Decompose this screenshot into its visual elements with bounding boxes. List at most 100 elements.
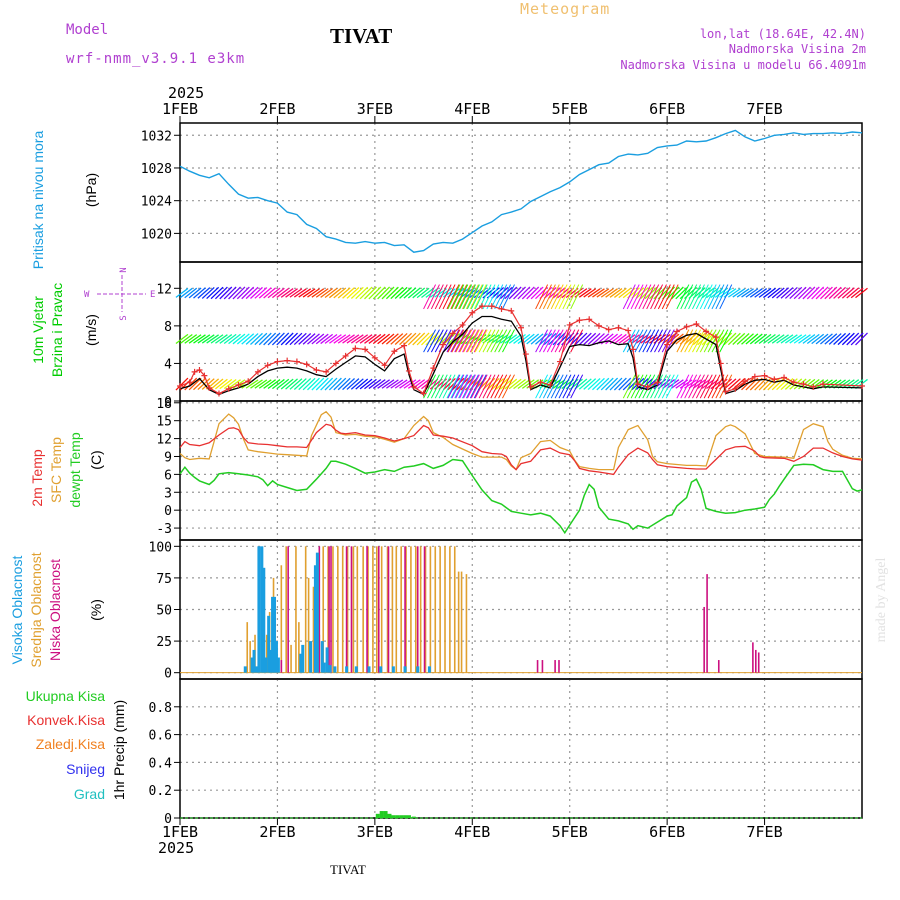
wind-barb	[828, 333, 842, 345]
high-cloud-bar	[250, 657, 254, 673]
wind-hatch	[719, 374, 733, 399]
wind-hatch	[423, 329, 437, 353]
wind-hatch	[465, 329, 479, 353]
wind-barb	[670, 286, 684, 300]
wind-barb	[197, 287, 211, 299]
wind-barb	[228, 333, 241, 345]
wind-hatch	[546, 374, 560, 399]
wind-hatch	[539, 329, 552, 353]
wind-barb	[684, 333, 697, 345]
wind-barb	[355, 334, 369, 344]
y-tick-label: 8	[164, 320, 172, 335]
wind-barb	[561, 287, 575, 299]
wind-hatch	[699, 284, 713, 310]
y-tick-label: 0	[164, 504, 172, 519]
wind-barb	[241, 333, 255, 345]
wind-barb	[359, 286, 373, 300]
wind-barb	[596, 288, 610, 298]
wind-barb	[346, 287, 360, 299]
wind-barb	[421, 287, 434, 299]
wind-barb	[789, 378, 803, 390]
wind-barb	[337, 334, 351, 344]
wind-barb	[184, 287, 198, 299]
mid-cloud-bar	[457, 571, 460, 673]
wind-barb	[609, 377, 623, 391]
wind-barb	[425, 332, 439, 346]
wind-hatch	[535, 374, 549, 399]
high-cloud-bar	[309, 641, 313, 673]
wind-hatch	[646, 284, 660, 310]
mid-cloud-bar	[327, 546, 329, 673]
mid-cloud-ylabel: Srednja Oblacnost	[28, 552, 44, 667]
wind-hatch	[562, 284, 576, 310]
wind-hatch	[438, 284, 452, 310]
mid-cloud-bar	[307, 577, 310, 673]
x-tick-label-top: 5FEB	[552, 100, 588, 118]
wind-barb	[763, 334, 776, 344]
wind-barb	[771, 334, 785, 344]
year-label-bottom: 2025	[158, 839, 194, 857]
wind-hatch	[711, 284, 725, 310]
mid-cloud-bar	[346, 546, 349, 673]
wind-hatch	[684, 284, 698, 310]
wind-barb	[223, 286, 237, 300]
wind-barb	[824, 333, 838, 345]
wind-hatch	[486, 329, 500, 353]
wind-gust-marker	[225, 385, 232, 392]
wind-barb	[578, 332, 592, 346]
wind-hatch	[463, 329, 476, 353]
wind-barb	[846, 332, 860, 346]
sfc-ylabel: SFC Temp	[48, 437, 64, 503]
y-tick-label: 100	[149, 540, 172, 555]
wind-gust-marker	[703, 328, 710, 335]
wind-gust-marker	[371, 354, 378, 361]
wind-barb	[333, 377, 347, 391]
wind-barb	[828, 286, 842, 300]
wind-barb	[272, 378, 285, 390]
temp2m-ylabel: 2m Temp	[29, 449, 45, 507]
wind-barb	[784, 334, 798, 344]
wind-hatch	[455, 329, 469, 353]
wind-barb	[210, 378, 224, 390]
wind-hatch	[462, 329, 475, 353]
wind-hatch	[550, 329, 564, 353]
wind-barb	[587, 378, 601, 391]
wind-barb	[236, 333, 250, 345]
wind-hatch	[661, 374, 675, 399]
wind-barb	[403, 332, 417, 346]
wind-hatch	[482, 374, 496, 399]
mid-cloud-bar	[249, 641, 251, 673]
wind-barb	[228, 286, 242, 300]
wind-barb	[193, 377, 206, 391]
wind-barb	[328, 377, 342, 391]
high-cloud-bar	[379, 666, 383, 673]
wind-hatch	[665, 284, 679, 310]
wind-hatch	[650, 374, 664, 399]
wind-gust-marker	[332, 360, 339, 367]
mid-cloud-bar	[298, 622, 300, 673]
wind-hatch	[466, 374, 480, 399]
wind-barb	[798, 334, 811, 344]
wind-barb	[250, 286, 263, 299]
x-tick-label-bottom: 6FEB	[649, 823, 685, 841]
wind-barb	[618, 334, 632, 344]
precip-bar	[399, 815, 404, 818]
wind-hatch	[494, 374, 508, 399]
wind-unit: (m/s)	[83, 314, 99, 346]
temp2m-line	[179, 423, 863, 476]
mid-cloud-bar	[304, 546, 307, 673]
wind-hatch	[458, 329, 472, 353]
wind-barb	[723, 378, 737, 390]
wind-barb	[407, 287, 421, 299]
wind-barb	[184, 334, 198, 344]
wind-barb	[399, 379, 412, 389]
wind-barb	[776, 377, 790, 391]
wind-hatch	[542, 284, 556, 310]
wind-hatch	[558, 284, 572, 310]
wind-barb	[381, 333, 395, 345]
wind-barb	[749, 288, 763, 298]
mid-cloud-bar	[414, 546, 417, 673]
wind-barb	[513, 378, 526, 390]
wind-gust-marker	[859, 382, 865, 389]
wind-barb	[328, 287, 342, 299]
